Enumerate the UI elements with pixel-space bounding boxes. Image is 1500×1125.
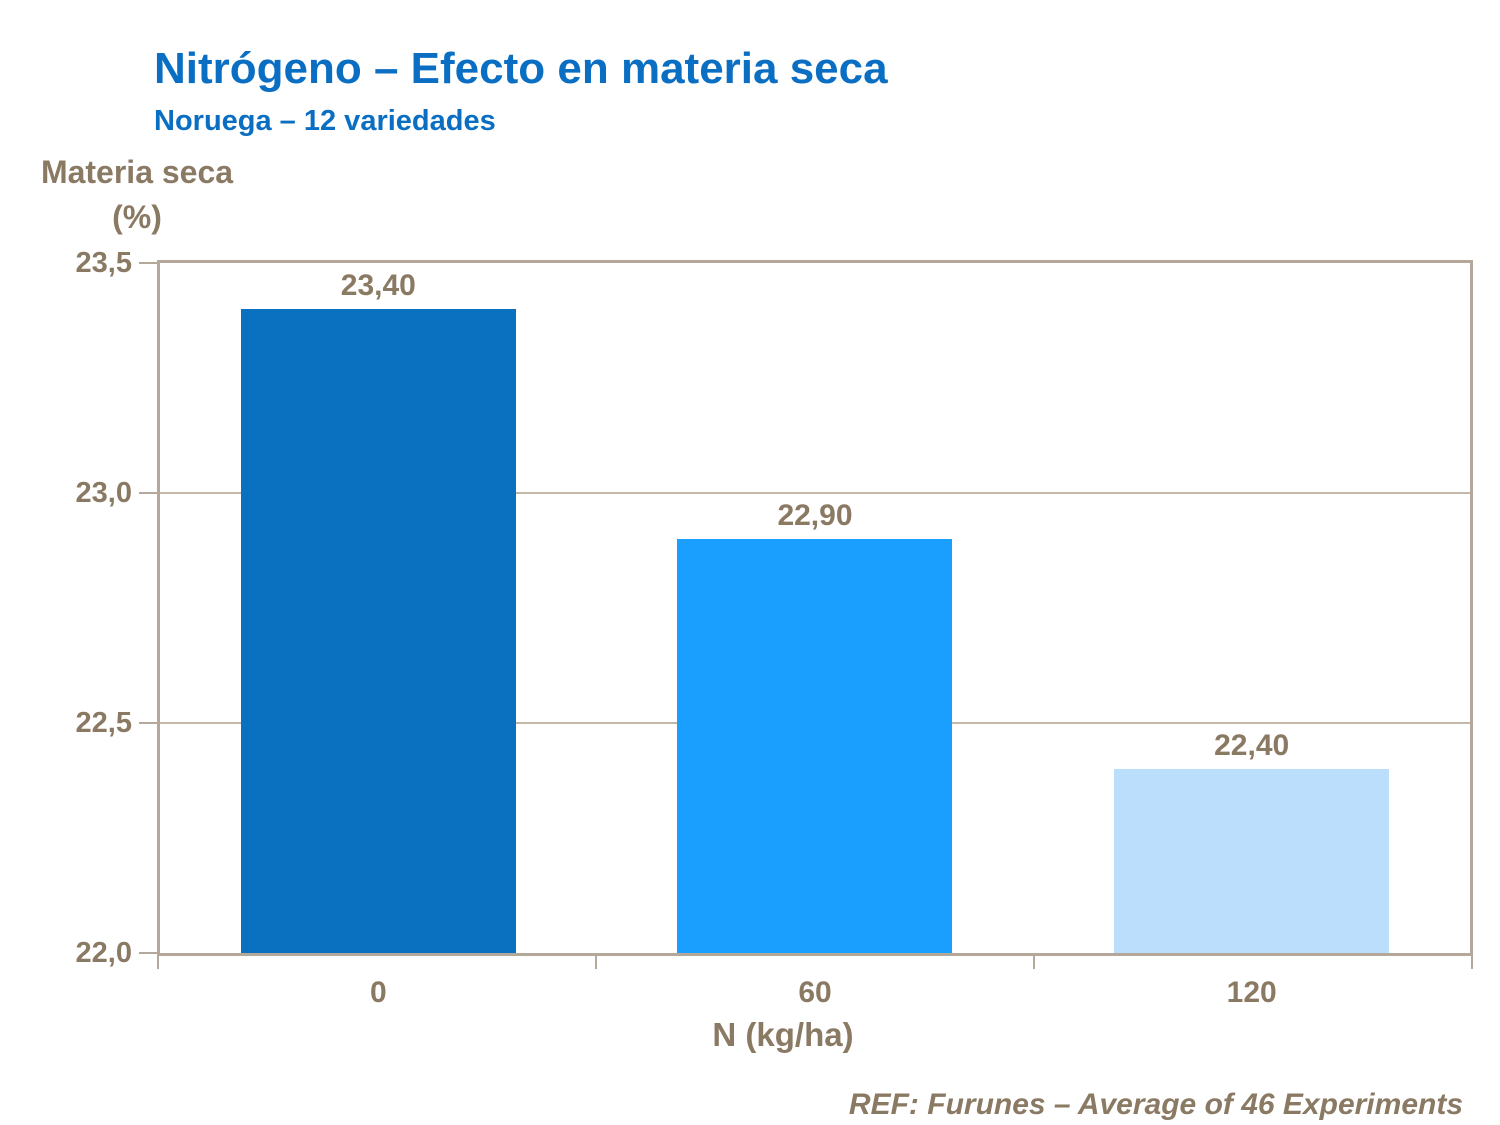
plot-area: 23,40 22,90 22,40 xyxy=(157,260,1473,956)
x-tick-mark-2 xyxy=(1033,956,1035,969)
x-tick-label-120: 120 xyxy=(1226,976,1277,1009)
bar-value-label-60: 22,90 xyxy=(777,499,853,532)
chart-subtitle: Noruega – 12 variedades xyxy=(154,105,496,137)
reference-note: REF: Furunes – Average of 46 Experiments xyxy=(848,1088,1463,1121)
bar-slot-60: 22,90 xyxy=(597,263,1034,953)
bar-120 xyxy=(1114,769,1390,953)
bar-60 xyxy=(677,539,953,953)
y-axis-title-line2: (%) xyxy=(112,199,162,235)
y-axis-title-line1: Materia seca xyxy=(40,154,234,190)
bar-slot-120: 22,40 xyxy=(1033,263,1470,953)
x-tick-mark-3 xyxy=(1471,956,1473,969)
y-axis-title: Materia seca (%) xyxy=(18,150,256,240)
bar-value-label-120: 22,40 xyxy=(1214,729,1290,762)
x-axis-tick-labels: 0 60 120 xyxy=(160,976,1470,1010)
x-axis-title: N (kg/ha) xyxy=(712,1016,854,1053)
bar-slot-0: 23,40 xyxy=(160,263,597,953)
bar-0 xyxy=(240,309,516,953)
y-tick-label-22,5: 22,5 xyxy=(75,707,132,739)
y-tick-label-23,0: 23,0 xyxy=(75,477,132,509)
y-tick-label-23,5: 23,5 xyxy=(75,247,132,279)
gridline-23 xyxy=(160,492,1470,494)
x-tick-mark-0 xyxy=(157,956,159,969)
x-tick-label-60: 60 xyxy=(798,976,832,1009)
y-tick-mark-23,0 xyxy=(139,492,157,494)
y-tick-mark-22,5 xyxy=(139,722,157,724)
x-tick-label-0: 0 xyxy=(369,976,387,1009)
y-tick-mark-23,5 xyxy=(139,262,157,264)
chart-title: Nitrógeno – Efecto en materia seca xyxy=(154,44,888,93)
x-tick-mark-1 xyxy=(595,956,597,969)
bar-value-label-0: 23,40 xyxy=(340,269,416,302)
y-tick-label-22,0: 22,0 xyxy=(75,937,132,969)
y-tick-mark-22,0 xyxy=(139,952,157,954)
